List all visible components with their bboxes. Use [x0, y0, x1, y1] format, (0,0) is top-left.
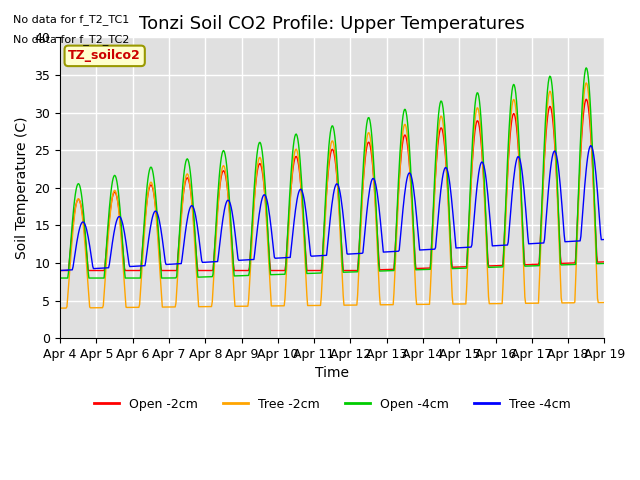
Y-axis label: Soil Temperature (C): Soil Temperature (C) [15, 117, 29, 259]
Title: Tonzi Soil CO2 Profile: Upper Temperatures: Tonzi Soil CO2 Profile: Upper Temperatur… [140, 15, 525, 33]
Text: No data for f_T2_TC2: No data for f_T2_TC2 [13, 34, 129, 45]
Text: TZ_soilco2: TZ_soilco2 [68, 49, 141, 62]
Text: No data for f_T2_TC1: No data for f_T2_TC1 [13, 14, 129, 25]
Legend: Open -2cm, Tree -2cm, Open -4cm, Tree -4cm: Open -2cm, Tree -2cm, Open -4cm, Tree -4… [89, 393, 575, 416]
X-axis label: Time: Time [316, 367, 349, 381]
